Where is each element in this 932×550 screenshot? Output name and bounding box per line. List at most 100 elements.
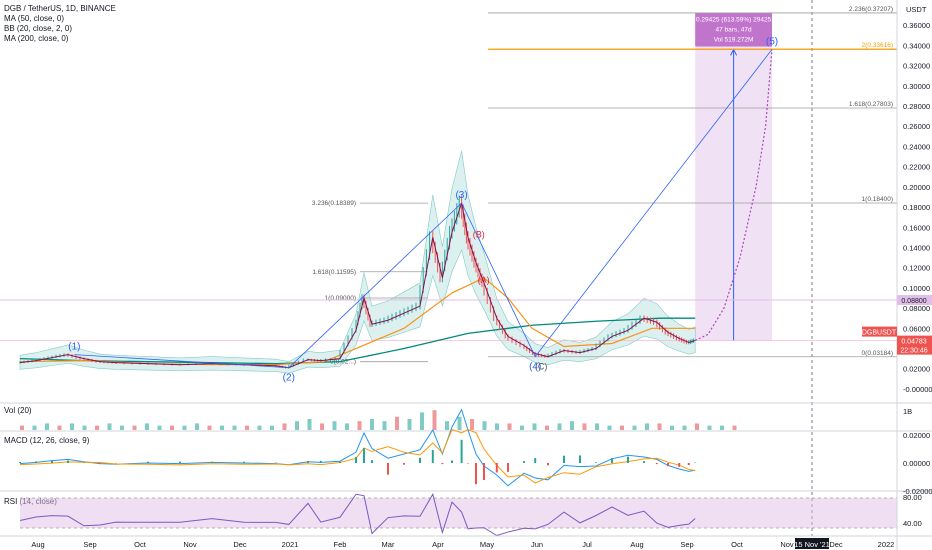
y-tick-label: 0.06000 [903,324,930,333]
time-crosshair-tag [795,538,829,549]
macd-histogram-bar [355,456,357,463]
macd-histogram-bar [534,458,537,463]
macd-legend[interactable]: MACD (12, 26, close, 9) [4,436,90,445]
macd-histogram-bar [579,455,581,463]
macd-histogram-bar [67,460,69,463]
volume-bar [157,425,162,430]
volume-bar [220,425,224,430]
macd-histogram-bar [451,460,453,463]
x-tick-label: Nov [780,540,794,549]
fib-level-label: 0(0.03184) [862,350,893,357]
y-tick-label: 0.30000 [903,82,930,91]
volume-bar [670,425,674,430]
volume-bar [382,421,387,430]
macd-histogram-bar [507,463,509,472]
volume-bar [107,423,112,430]
macd-line [19,408,696,487]
macd-histogram-bar [441,463,444,465]
price-tag-label: 0.04783 [901,339,926,346]
macd-tick: 0.00000 [903,459,930,468]
macd-histogram-bar [147,461,149,463]
macd-histogram-bar [403,463,405,465]
fib-levels: 2.236(0.37207) 2(0.33616) 1.618(0.27803) 1(… [0,6,897,366]
bb-legend[interactable]: BB (20, close, 2, 0) [4,24,73,33]
measure-text: 47 bars, 47d [716,27,753,34]
wave-connector [74,49,773,369]
volume-bar [245,425,249,430]
volume-bar [432,410,437,430]
ma200-line [19,317,696,365]
volume-bar [732,425,737,430]
volume-bar [507,423,512,430]
macd-histogram-bar [523,461,525,463]
volume-bar [195,423,199,430]
x-tick-label: Aug [31,540,44,549]
volume-bar [445,421,449,430]
x-tick-label: Sep [680,540,693,549]
x-tick-label: Apr [432,540,444,549]
volume-bar [657,423,662,430]
volume-bar [595,423,599,430]
macd-histogram-bar [667,463,669,467]
fib-level-label: 1(0.18400) [862,196,893,203]
volume-bar [720,425,724,430]
abc-label: (A) [478,275,490,285]
macd-histogram-bar [19,462,21,463]
macd-histogram-bar [363,447,365,463]
y-tick-label: 0.22000 [903,163,930,172]
macd-histogram-bar [595,462,597,463]
macd-histogram-bar [179,461,181,463]
volume-scale: 1B [903,407,912,416]
volume-bar [345,423,349,430]
price-line [19,202,696,369]
volume-bar [20,425,24,430]
macd-histogram-bar [655,463,658,465]
y-tick-label: 0.14000 [903,243,930,252]
volume-bar [707,425,712,430]
wave-label: (2) [283,373,295,384]
volume-bar [320,423,324,430]
ma200-legend[interactable]: MA (200, close, 0) [4,34,69,43]
chart-symbol-line[interactable]: DGB / TetherUS, 1D, BINANCE [4,4,116,13]
volume-bar [57,425,62,430]
y-tick-label: 0.08000 [903,304,930,313]
price-lines [19,49,773,369]
y-tick-label: -0.00000 [903,385,932,394]
wave-label: (4) [529,362,541,373]
ma50-legend[interactable]: MA (50, close, 0) [4,14,65,23]
x-tick-label: May [480,540,494,549]
left-fib-label: 1.618(0.11595) [312,269,356,276]
macd-histogram-bar [319,460,322,463]
macd-histogram-bar [35,461,37,463]
x-tick-label: Jul [582,540,592,549]
price-tag-label: 0.08800 [901,298,926,305]
x-tick-label: Mar [382,540,395,549]
bollinger-fill [19,150,696,374]
x-tick-label: Feb [334,540,347,549]
volume-bar [82,425,87,430]
volume-legend[interactable]: Vol (20) [4,406,32,415]
macd-histogram-bar [611,458,613,463]
volume-bar [270,425,274,430]
x-tick-label: Dec [829,540,843,549]
y-tick-label: 0.18000 [903,203,930,212]
volume-bar [232,425,237,430]
volume-bar [332,421,337,430]
volume-bar [145,423,149,430]
macd-histogram-bar [483,463,485,480]
macd-histogram-bar [643,461,645,463]
x-tick-label: Jun [531,540,543,549]
price-tag-label: DGBUSDT [862,330,897,337]
y-tick-label: 0.36000 [903,21,930,30]
x-tick-label: 2021 [282,540,299,549]
price-tag-label: 22:30:46 [900,348,927,355]
price-tag [862,326,897,337]
projection-line [694,49,773,341]
volume-bar [32,425,37,430]
price-tag [897,335,932,346]
volume-bar [682,425,687,430]
macd-histogram-bar [419,457,421,463]
macd-tick: -0.02000 [903,487,932,496]
left-fib-label: 1(0.09000) [325,295,356,302]
